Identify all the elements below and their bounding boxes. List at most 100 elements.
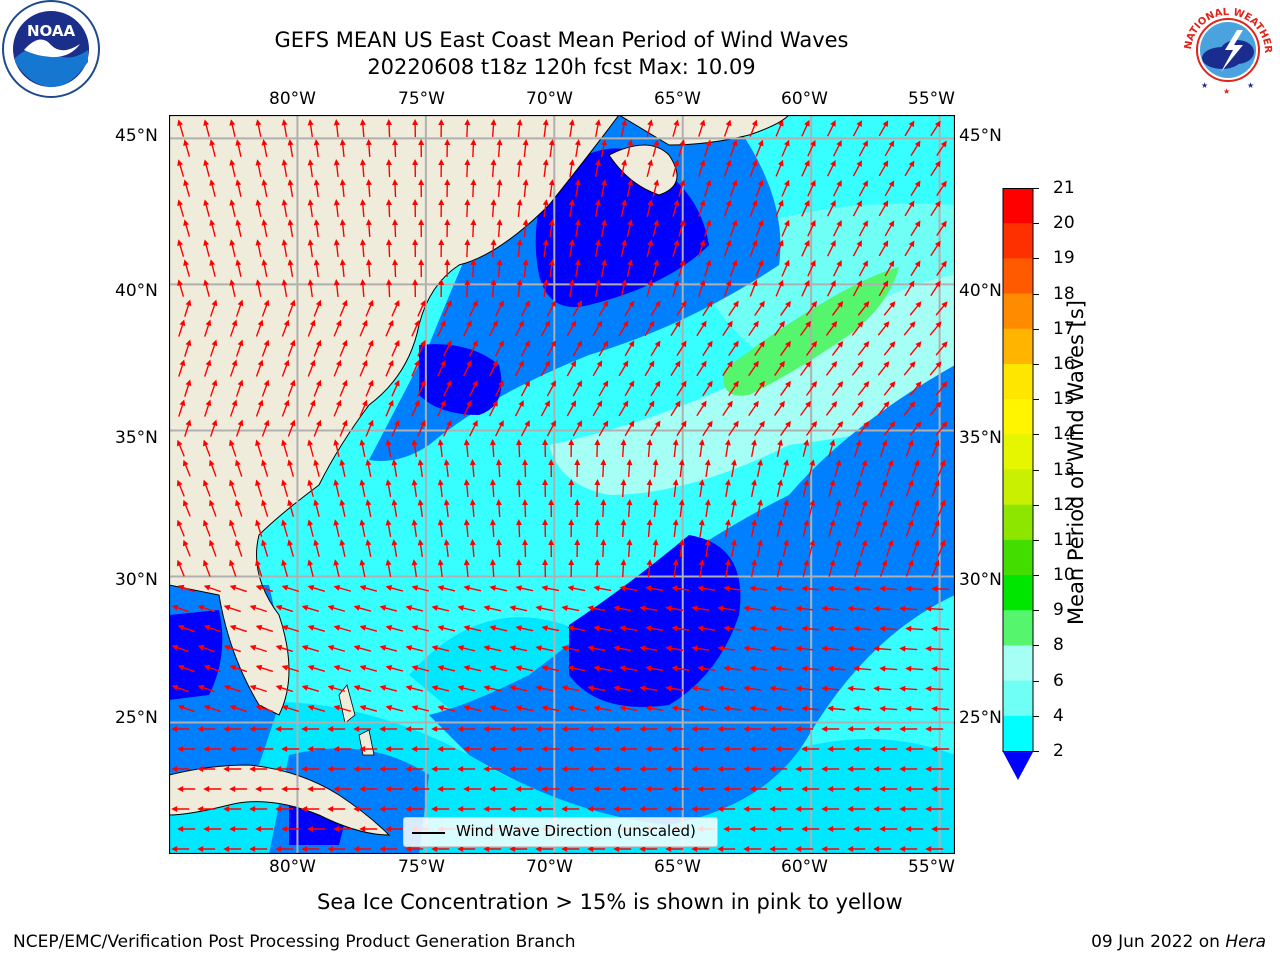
wave-arrow-head [749, 585, 756, 592]
wave-arrow-head [645, 625, 652, 632]
wave-arrow-head [418, 139, 425, 146]
wave-arrow-head [333, 559, 340, 566]
wave-arrow-head [698, 559, 705, 566]
wave-arrow-head [829, 519, 836, 526]
wave-arrow-head [431, 645, 439, 651]
wave-arrow-head [751, 279, 758, 287]
lat-label-right: 35°N [959, 428, 1002, 448]
wave-arrow-head [879, 746, 886, 752]
wave-arrow-head [888, 180, 895, 188]
wave-arrow-head [732, 300, 739, 308]
wave-arrow-head [301, 846, 308, 852]
wave-arrow-head [933, 559, 940, 567]
wave-arrow-head [361, 399, 368, 407]
wave-arrow-head [301, 644, 309, 651]
wave-arrow-head [307, 279, 314, 286]
wave-arrow-head [179, 359, 186, 367]
wave-arrow-head [783, 499, 790, 506]
wave-arrow-head [281, 519, 287, 526]
wave-arrow-head [827, 705, 834, 712]
colorbar-tick-mark [1033, 293, 1039, 295]
wave-arrow-head [417, 499, 424, 506]
wave-arrow-head [567, 625, 574, 632]
wave-arrow-head [235, 259, 242, 266]
wave-arrow-head [648, 320, 655, 328]
colorbar-tick-label: 10 [1053, 565, 1075, 586]
wave-arrow-head [882, 280, 889, 288]
wave-arrow-head [333, 585, 341, 591]
wave-arrow-head [469, 499, 476, 506]
wave-arrow-head [905, 625, 912, 632]
wave-arrow-head [414, 359, 420, 367]
wave-arrow-head [223, 726, 230, 732]
wave-arrow-head [777, 119, 784, 127]
wave-arrow-head [847, 766, 854, 772]
wave-arrow-head [678, 499, 685, 506]
wave-arrow-head [905, 746, 912, 752]
wave-arrow-head [437, 705, 445, 711]
wave-arrow-head [801, 665, 808, 672]
wave-arrow-head [177, 199, 183, 207]
wave-arrow-head [831, 320, 838, 328]
wave-arrow-head [626, 459, 633, 466]
wave-arrow-head [856, 120, 862, 127]
lon-label-top: 65°W [654, 89, 701, 109]
wave-arrow-head [899, 766, 906, 772]
wave-arrow-head [255, 159, 262, 166]
wave-arrow-head [341, 339, 348, 347]
wave-arrow-head [679, 179, 686, 187]
wave-arrow-head [941, 341, 948, 348]
wave-arrow-head [249, 644, 257, 651]
wave-arrow-head [457, 605, 465, 611]
wave-arrow-head [515, 786, 522, 792]
wave-arrow-head [811, 340, 818, 348]
wave-arrow-head [698, 479, 705, 486]
wave-arrow-head [309, 359, 316, 367]
wave-arrow-head [440, 319, 446, 327]
wave-arrow-head [827, 786, 834, 792]
wave-arrow-head [275, 684, 283, 691]
wave-arrow-head [883, 321, 890, 328]
wave-arrow-head [313, 459, 320, 466]
wave-arrow-head [600, 539, 607, 546]
wave-arrow-head [889, 341, 896, 348]
wave-arrow-head [908, 120, 915, 128]
wave-arrow-head [805, 320, 812, 328]
wave-arrow-head [472, 420, 478, 427]
lon-label-bottom: 80°W [269, 857, 316, 877]
wave-arrow-head [223, 846, 230, 852]
wave-arrow-head [301, 684, 309, 691]
wave-arrow-head [281, 584, 289, 591]
wave-arrow-head [313, 259, 320, 266]
wave-arrow-head [466, 320, 472, 327]
wave-arrow-head [359, 705, 367, 711]
wave-arrow-head [464, 159, 471, 166]
wave-arrow-head [281, 439, 287, 446]
wave-arrow-head [443, 539, 450, 546]
wave-arrow-head [679, 139, 686, 147]
wave-arrow-head [518, 320, 524, 327]
wave-arrow-head [197, 766, 204, 772]
svg-text:★: ★ [1223, 87, 1230, 96]
wave-arrow-head [861, 539, 868, 547]
wave-arrow-head [495, 499, 502, 506]
wave-arrow-head [777, 239, 784, 247]
wave-arrow-head [619, 746, 626, 752]
wave-arrow-head [568, 199, 575, 206]
wave-arrow-head [730, 499, 737, 506]
wave-arrow-head [887, 499, 894, 507]
wave-arrow-head [405, 605, 413, 611]
lon-label-bottom: 55°W [908, 857, 955, 877]
lat-label-right: 40°N [959, 281, 1002, 301]
wave-arrow-head [307, 159, 314, 166]
wave-arrow-head [496, 219, 503, 226]
wave-arrow-head [359, 786, 366, 792]
wave-arrow-head [524, 300, 530, 307]
wave-arrow-head [769, 766, 776, 772]
wave-arrow-head [437, 479, 444, 486]
colorbar-segment [1003, 680, 1033, 717]
colorbar [1002, 188, 1034, 780]
lat-label-left: 35°N [115, 428, 158, 448]
wave-arrow-head [809, 499, 816, 506]
wave-arrow-head [509, 766, 516, 772]
